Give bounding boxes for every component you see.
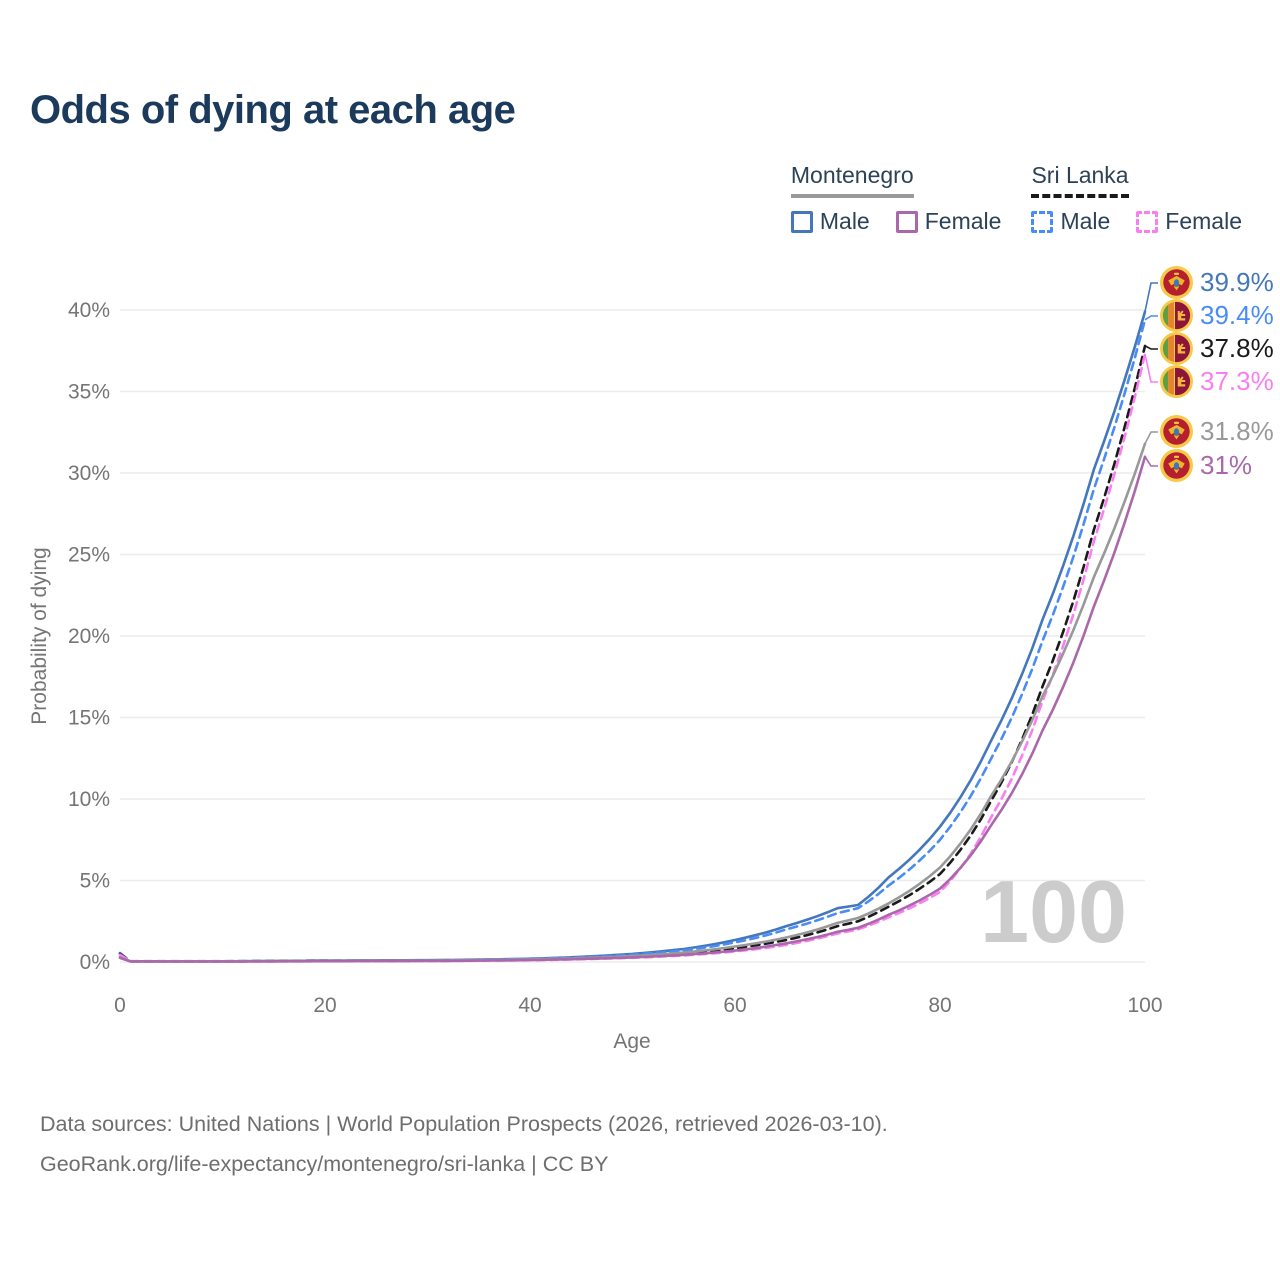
y-tick-label: 15% bbox=[68, 707, 110, 730]
x-axis-title: Age bbox=[613, 1030, 650, 1053]
series-line bbox=[118, 455, 1147, 963]
end-label-value: 37.8% bbox=[1200, 333, 1274, 363]
hover-age-watermark: 100 bbox=[980, 862, 1127, 961]
legend-sri-lanka-female[interactable]: Female bbox=[1136, 208, 1242, 235]
data-sources-line: Data sources: United Nations | World Pop… bbox=[40, 1112, 888, 1136]
y-tick-label: 30% bbox=[68, 462, 110, 485]
y-tick-label: 20% bbox=[68, 625, 110, 648]
legend-montenegro-header[interactable]: Montenegro bbox=[790, 162, 914, 198]
legend-sri-lanka-male[interactable]: Male bbox=[1031, 208, 1110, 235]
sri-lanka-female-swatch-icon bbox=[1136, 210, 1159, 233]
y-tick-label: 40% bbox=[68, 299, 110, 322]
legend-label: Male bbox=[1060, 208, 1111, 234]
georank-url-line: GeoRank.org/life-expectancy/montenegro/s… bbox=[40, 1152, 609, 1176]
y-axis-title: Probability of dying bbox=[28, 547, 51, 724]
end-label-value: 31% bbox=[1200, 450, 1253, 480]
legend-label: Female bbox=[924, 208, 1002, 234]
x-tick-label: 20 bbox=[313, 994, 336, 1017]
montenegro-flag-icon bbox=[1160, 415, 1193, 448]
legend-group-montenegro: Montenegro Male Female bbox=[790, 162, 1002, 235]
y-tick-label: 10% bbox=[68, 788, 110, 811]
legend-label: Male bbox=[819, 208, 870, 234]
montenegro-male-swatch-icon bbox=[790, 210, 813, 233]
montenegro-female-swatch-icon bbox=[895, 210, 918, 233]
x-tick-label: 0 bbox=[114, 994, 126, 1017]
legend-montenegro-male[interactable]: Male bbox=[790, 208, 870, 235]
x-tick-label: 80 bbox=[928, 994, 951, 1017]
end-label-montenegro-both: 31.8% bbox=[1160, 415, 1274, 448]
sri-lanka-male-swatch-icon bbox=[1031, 210, 1054, 233]
legend-group-sri-lanka: Sri Lanka Male Female bbox=[1031, 162, 1242, 235]
gridlines: 0% 5% 10% 15% 20% 25% 30% 35% 40% 0 20 40 60 80 100 bbox=[68, 299, 1163, 1017]
end-label-sri-lanka-male: 39.4% bbox=[1160, 299, 1274, 332]
montenegro-flag-icon bbox=[1160, 449, 1193, 482]
end-label-montenegro-male: 39.9% bbox=[1160, 266, 1274, 299]
legend-sri-lanka-header[interactable]: Sri Lanka bbox=[1031, 162, 1129, 198]
data-source-attribution: Data sources: United Nations | World Pop… bbox=[40, 1104, 888, 1184]
end-label-value: 31.8% bbox=[1200, 416, 1274, 446]
page-title: Odds of dying at each age bbox=[30, 88, 516, 132]
x-tick-label: 100 bbox=[1127, 994, 1162, 1017]
legend-montenegro-female[interactable]: Female bbox=[895, 208, 1002, 235]
chart-legend: Montenegro Male Female Sri Lanka Male Fe… bbox=[790, 162, 1242, 235]
y-tick-label: 35% bbox=[68, 381, 110, 404]
end-label-value: 39.9% bbox=[1200, 267, 1274, 297]
montenegro-flag-icon bbox=[1160, 266, 1193, 299]
end-label-montenegro-female: 31% bbox=[1160, 449, 1252, 482]
x-tick-label: 40 bbox=[518, 994, 541, 1017]
x-tick-label: 60 bbox=[723, 994, 746, 1017]
data-series bbox=[118, 310, 1147, 963]
y-tick-label: 0% bbox=[80, 951, 110, 974]
sri-lanka-flag-icon bbox=[1160, 365, 1193, 398]
end-label-value: 37.3% bbox=[1200, 366, 1274, 396]
legend-label: Female bbox=[1165, 208, 1242, 234]
sri-lanka-flag-icon bbox=[1160, 299, 1193, 332]
series-line bbox=[118, 318, 1147, 963]
y-tick-label: 25% bbox=[68, 544, 110, 567]
end-label-value: 39.4% bbox=[1200, 300, 1274, 330]
end-label-sri-lanka-female: 37.3% bbox=[1160, 365, 1274, 398]
y-tick-label: 5% bbox=[80, 870, 110, 893]
end-label-sri-lanka-both: 37.8% bbox=[1160, 332, 1274, 365]
label-connectors bbox=[1144, 282, 1158, 467]
sri-lanka-flag-icon bbox=[1160, 332, 1193, 365]
